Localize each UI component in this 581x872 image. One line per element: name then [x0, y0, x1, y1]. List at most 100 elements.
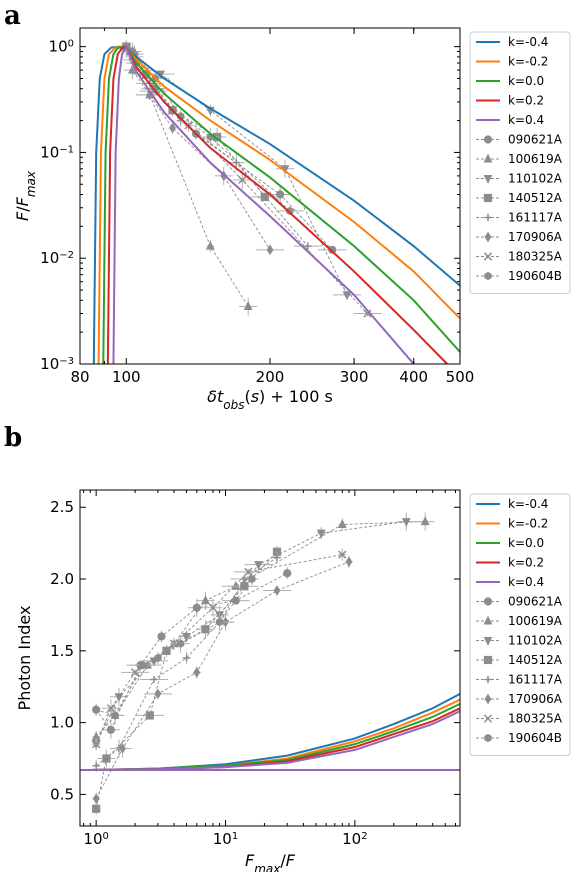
legend-label: 100619A: [508, 152, 563, 166]
legend-label: 140512A: [508, 191, 563, 205]
panel-b-ticks: 100 101 102 0.5 1.0 1.5 2.0 2.5: [50, 490, 460, 848]
data-point-161117A: [150, 675, 158, 684]
data-point-140512A: [201, 625, 210, 634]
series-line-110102A: [95, 521, 407, 745]
data-point-180325A: [106, 704, 116, 713]
legend-marker-110102A: [483, 637, 493, 646]
legend-label: k=-0.4: [508, 35, 548, 49]
x-tick-label: 101: [213, 830, 238, 848]
y-tick-label: 1.5: [50, 642, 74, 660]
data-point-190604B: [248, 574, 256, 584]
legend-label: 090621A: [508, 133, 563, 147]
legend-marker-140512A: [483, 655, 493, 665]
data-point-110102A: [114, 693, 124, 703]
data-point-100619A: [337, 519, 347, 528]
legend-label: 170906A: [508, 692, 563, 706]
data-point-110102A: [342, 291, 352, 301]
series-line-100619A: [95, 521, 426, 738]
y-tick-label: 10−2: [40, 249, 74, 267]
series-line-170906A: [95, 561, 350, 799]
data-point-110102A: [316, 529, 326, 539]
data-point-090621A: [328, 245, 337, 254]
data-point-140512A: [102, 754, 111, 763]
data-point-180325A: [244, 567, 253, 576]
model-line-k=-0.4: [90, 693, 460, 771]
legend-marker-190604B: [484, 271, 492, 281]
data-point-170906A: [193, 667, 201, 678]
legend-label: 170906A: [508, 230, 563, 244]
panel-a-chart: 80 100 200 300 400 500 100 10−1 10−2 10−3 δtobs(s…: [13, 27, 571, 412]
x-tick-label: 100: [112, 368, 141, 386]
data-point-140512A: [145, 711, 154, 720]
legend-marker-090621A: [483, 135, 493, 144]
panel-label-a: a: [4, 1, 21, 31]
data-point-170906A: [119, 743, 126, 754]
data-point-090621A: [157, 632, 166, 641]
legend-marker-161117A: [484, 213, 492, 222]
legend-label: 180325A: [508, 712, 563, 726]
data-point-170906A: [154, 688, 162, 700]
data-point-170906A: [169, 122, 176, 134]
legend-label: 161117A: [508, 673, 563, 687]
data-point-170906A: [92, 793, 100, 805]
series-line-190604B: [125, 46, 291, 212]
data-point-100619A: [205, 240, 215, 250]
panel-a-ticks: 80 100 200 300 400 500 100 10−1 10−2 10−3: [40, 28, 474, 386]
data-point-110102A: [401, 518, 411, 527]
x-tick-label: 102: [342, 830, 367, 848]
data-point-161117A: [240, 575, 249, 583]
panel-b-legend: k=-0.4 k=-0.2 k=0.0 k=0.2 k=0.4 090621A 100619…: [469, 493, 571, 756]
x-tick-label: 400: [399, 368, 428, 386]
legend-marker-090621A: [483, 597, 493, 606]
y-tick-label: 1.0: [50, 714, 74, 732]
panel-b-x-axis-label: Fmax/F: [245, 851, 296, 872]
data-point-161117A: [304, 242, 312, 250]
data-point-180325A: [338, 550, 347, 559]
data-point-090621A: [276, 190, 285, 199]
data-point-190604B: [215, 617, 224, 627]
legend-label: k=0.4: [508, 113, 544, 127]
series-line-100619A: [125, 46, 249, 307]
y-tick-label: 0.5: [50, 785, 74, 803]
legend-label: 190604B: [508, 731, 562, 745]
data-point-190604B: [154, 653, 162, 663]
data-point-170906A: [273, 585, 281, 596]
model-line-k=0.4: [90, 710, 460, 771]
series-line-180325A: [95, 554, 343, 745]
legend-label: k=-0.2: [508, 517, 548, 531]
legend-label: 110102A: [508, 634, 563, 648]
legend-box: [469, 31, 571, 294]
legend-marker-190604B: [484, 733, 492, 743]
data-point-180325A: [363, 309, 372, 318]
legend-marker-180325A: [483, 714, 493, 723]
x-tick-label: 80: [70, 368, 89, 386]
legend-label: k=0.2: [508, 94, 544, 108]
data-point-190604B: [177, 639, 185, 648]
legend-label: k=-0.2: [508, 55, 548, 69]
panel-a-x-axis-label: δtobs(s) + 100 s: [207, 387, 333, 412]
legend-label: 190604B: [508, 269, 562, 283]
legend-label: 180325A: [508, 250, 563, 264]
data-point-100619A: [243, 301, 253, 310]
data-point-090621A: [106, 725, 115, 734]
panel-a-y-axis-label: F/Fmax: [13, 170, 38, 221]
data-point-180325A: [208, 603, 218, 612]
legend-box: [469, 493, 571, 756]
model-line-k=-0.2: [90, 698, 460, 771]
panel-b-y-axis-label: Photon Index: [15, 606, 34, 711]
x-tick-label: 300: [340, 368, 369, 386]
legend-label: k=0.4: [508, 575, 544, 589]
legend-marker-180325A: [483, 252, 493, 261]
data-point-110102A: [182, 632, 191, 642]
y-tick-label: 10−3: [40, 355, 74, 373]
legend-label: 110102A: [508, 172, 563, 186]
data-point-161117A: [232, 159, 240, 167]
model-line-k=0.0: [90, 703, 460, 771]
data-point-190604B: [111, 711, 119, 720]
legend-marker-100619A: [483, 153, 493, 163]
y-tick-label: 100: [49, 38, 74, 56]
data-point-100619A: [231, 580, 241, 590]
data-point-090621A: [283, 569, 292, 578]
model-line-k=0.2: [106, 45, 448, 364]
legend-marker-161117A: [484, 675, 492, 684]
